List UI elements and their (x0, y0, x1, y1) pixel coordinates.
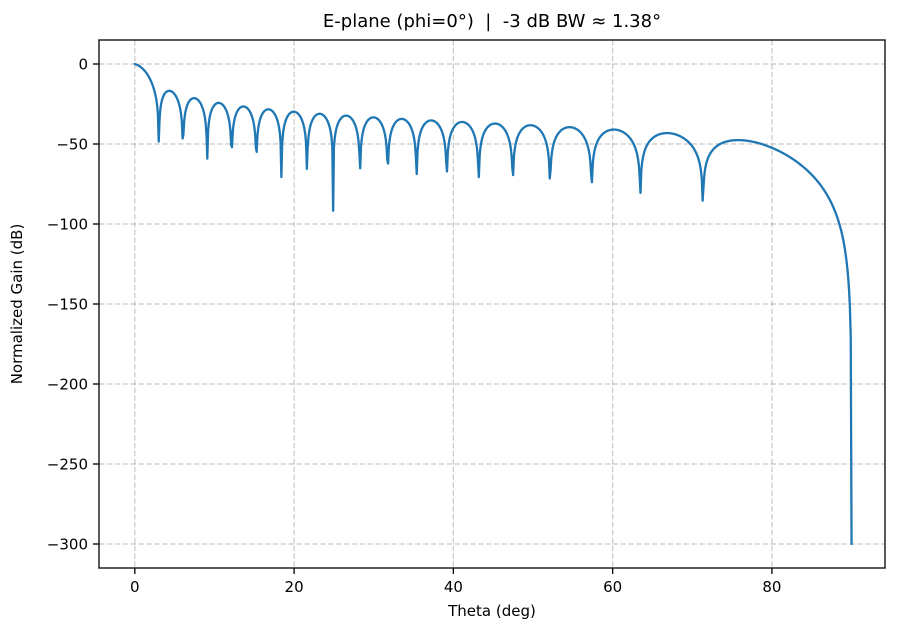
y-tick-label: −100 (47, 216, 88, 234)
y-tick-label: −150 (47, 296, 88, 314)
x-tick-label: 60 (603, 578, 622, 596)
y-tick-label: −200 (47, 376, 88, 394)
y-axis-label: Normalized Gain (dB) (8, 224, 26, 385)
x-tick-label: 20 (285, 578, 304, 596)
axis-ticks: 0 20 40 60 80 0 −50 −100 −150 −200 −250 −300 (47, 56, 782, 597)
y-tick-label: −50 (56, 136, 88, 154)
y-tick-label: −250 (47, 456, 88, 474)
x-axis-label: Theta (deg) (447, 602, 536, 620)
gain-curve-line (133, 62, 853, 546)
y-tick-label: 0 (78, 56, 88, 74)
y-tick-label: −300 (47, 536, 88, 554)
x-tick-label: 40 (444, 578, 463, 596)
x-tick-label: 0 (130, 578, 140, 596)
chart-title: E-plane (phi=0°) | -3 dB BW ≈ 1.38° (323, 11, 661, 32)
x-tick-label: 80 (762, 578, 781, 596)
